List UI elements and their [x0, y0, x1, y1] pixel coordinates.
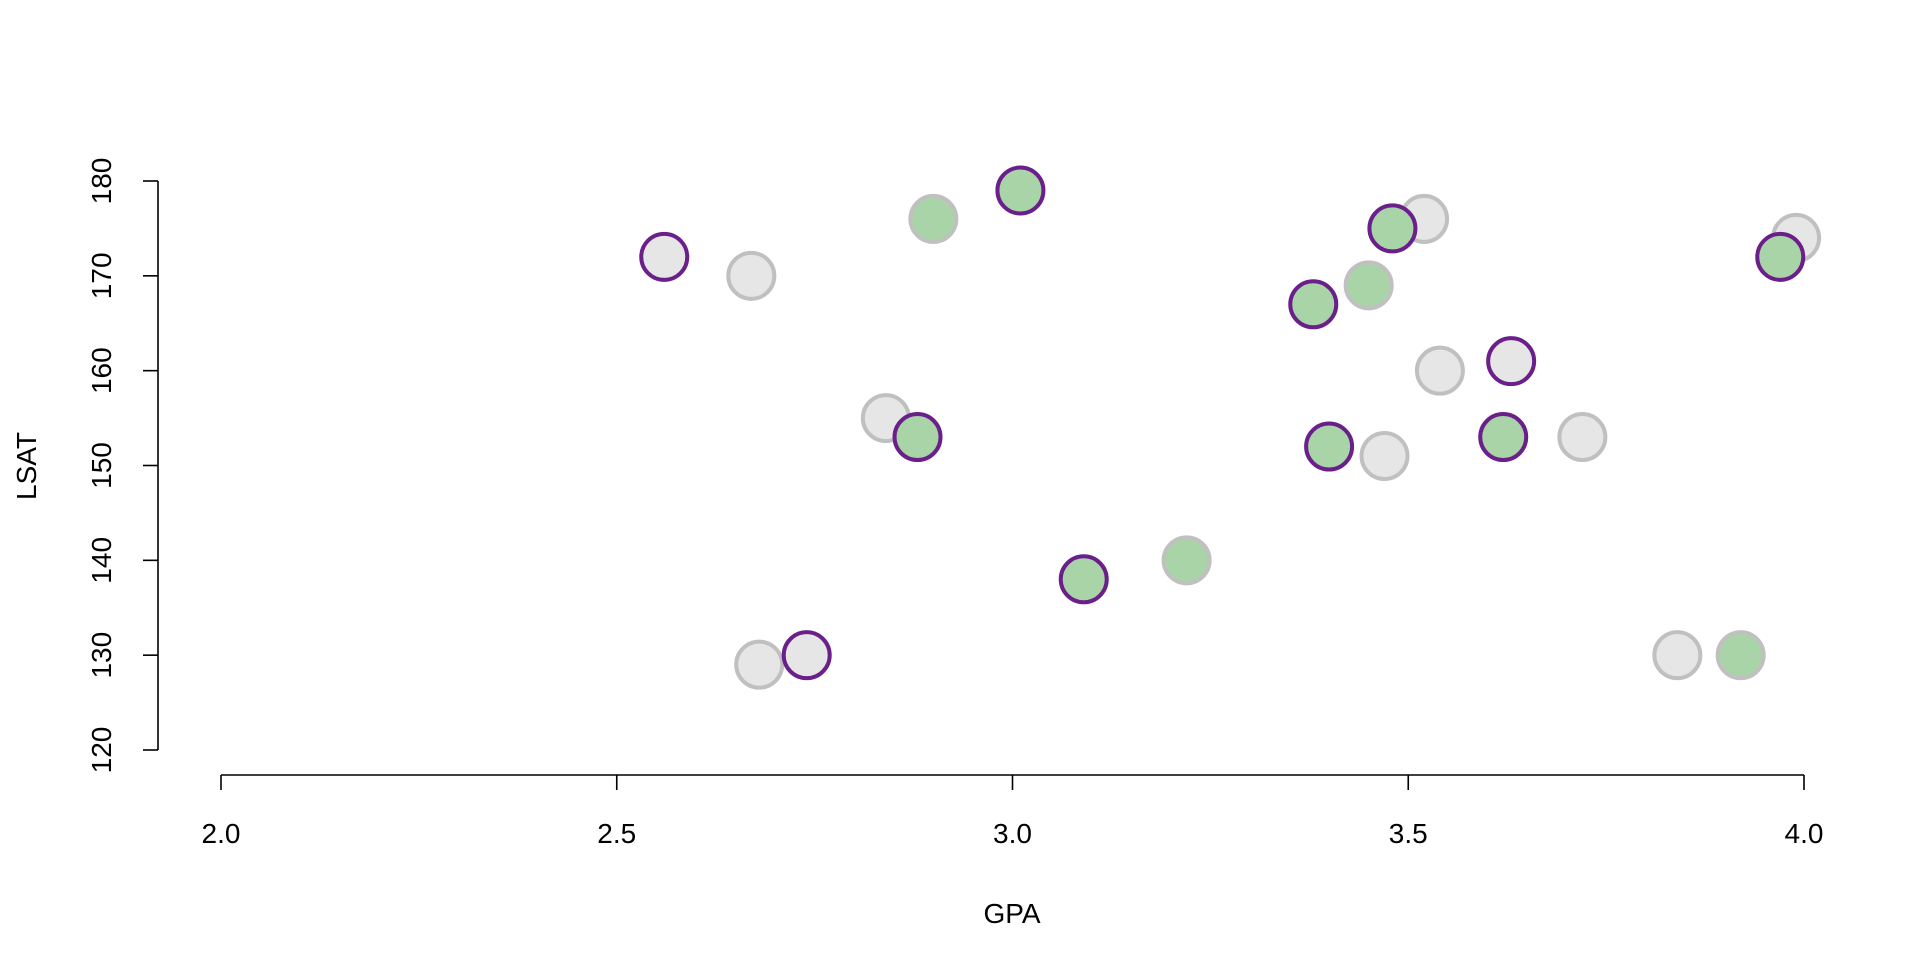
y-axis-label: LSAT — [11, 432, 42, 500]
y-tick-label-4: 160 — [86, 347, 117, 394]
data-point-3 — [781, 630, 832, 681]
data-point-7 — [995, 165, 1046, 216]
x-axis: 2.0 2.5 3.0 3.5 4.0 — [202, 774, 1824, 849]
data-point-18 — [1486, 336, 1537, 387]
data-point-20 — [1652, 630, 1703, 681]
data-point-11 — [1304, 421, 1355, 472]
y-tick-label-2: 140 — [86, 537, 117, 584]
data-point-21 — [1715, 630, 1766, 681]
x-tick-label-4: 4.0 — [1785, 818, 1824, 849]
data-point-15 — [1367, 203, 1418, 254]
data-point-16 — [1414, 345, 1465, 396]
y-tick-label-6: 180 — [86, 158, 117, 205]
data-points — [639, 165, 1822, 690]
data-point-8 — [1058, 554, 1109, 605]
x-tick-label-0: 2.0 — [202, 818, 241, 849]
data-point-10 — [1288, 279, 1339, 330]
data-point-13 — [1359, 431, 1410, 482]
data-point-19 — [1557, 412, 1608, 463]
data-point-12 — [1343, 260, 1394, 311]
y-axis: 120 130 140 150 160 170 180 — [86, 158, 159, 774]
y-tick-label-5: 170 — [86, 252, 117, 299]
x-axis-label: GPA — [983, 898, 1040, 929]
data-point-9 — [1161, 535, 1212, 586]
x-tick-label-2: 3.0 — [993, 818, 1032, 849]
data-point-17 — [1478, 412, 1529, 463]
y-tick-label-0: 120 — [86, 727, 117, 774]
data-point-5 — [892, 412, 943, 463]
data-point-2 — [734, 639, 785, 690]
y-tick-label-3: 150 — [86, 442, 117, 489]
data-point-23 — [1755, 231, 1806, 282]
x-tick-label-1: 2.5 — [597, 818, 636, 849]
y-tick-label-1: 130 — [86, 632, 117, 679]
data-point-1 — [726, 250, 777, 301]
data-point-0 — [639, 231, 690, 282]
data-point-6 — [908, 193, 959, 244]
x-tick-label-3: 3.5 — [1389, 818, 1428, 849]
